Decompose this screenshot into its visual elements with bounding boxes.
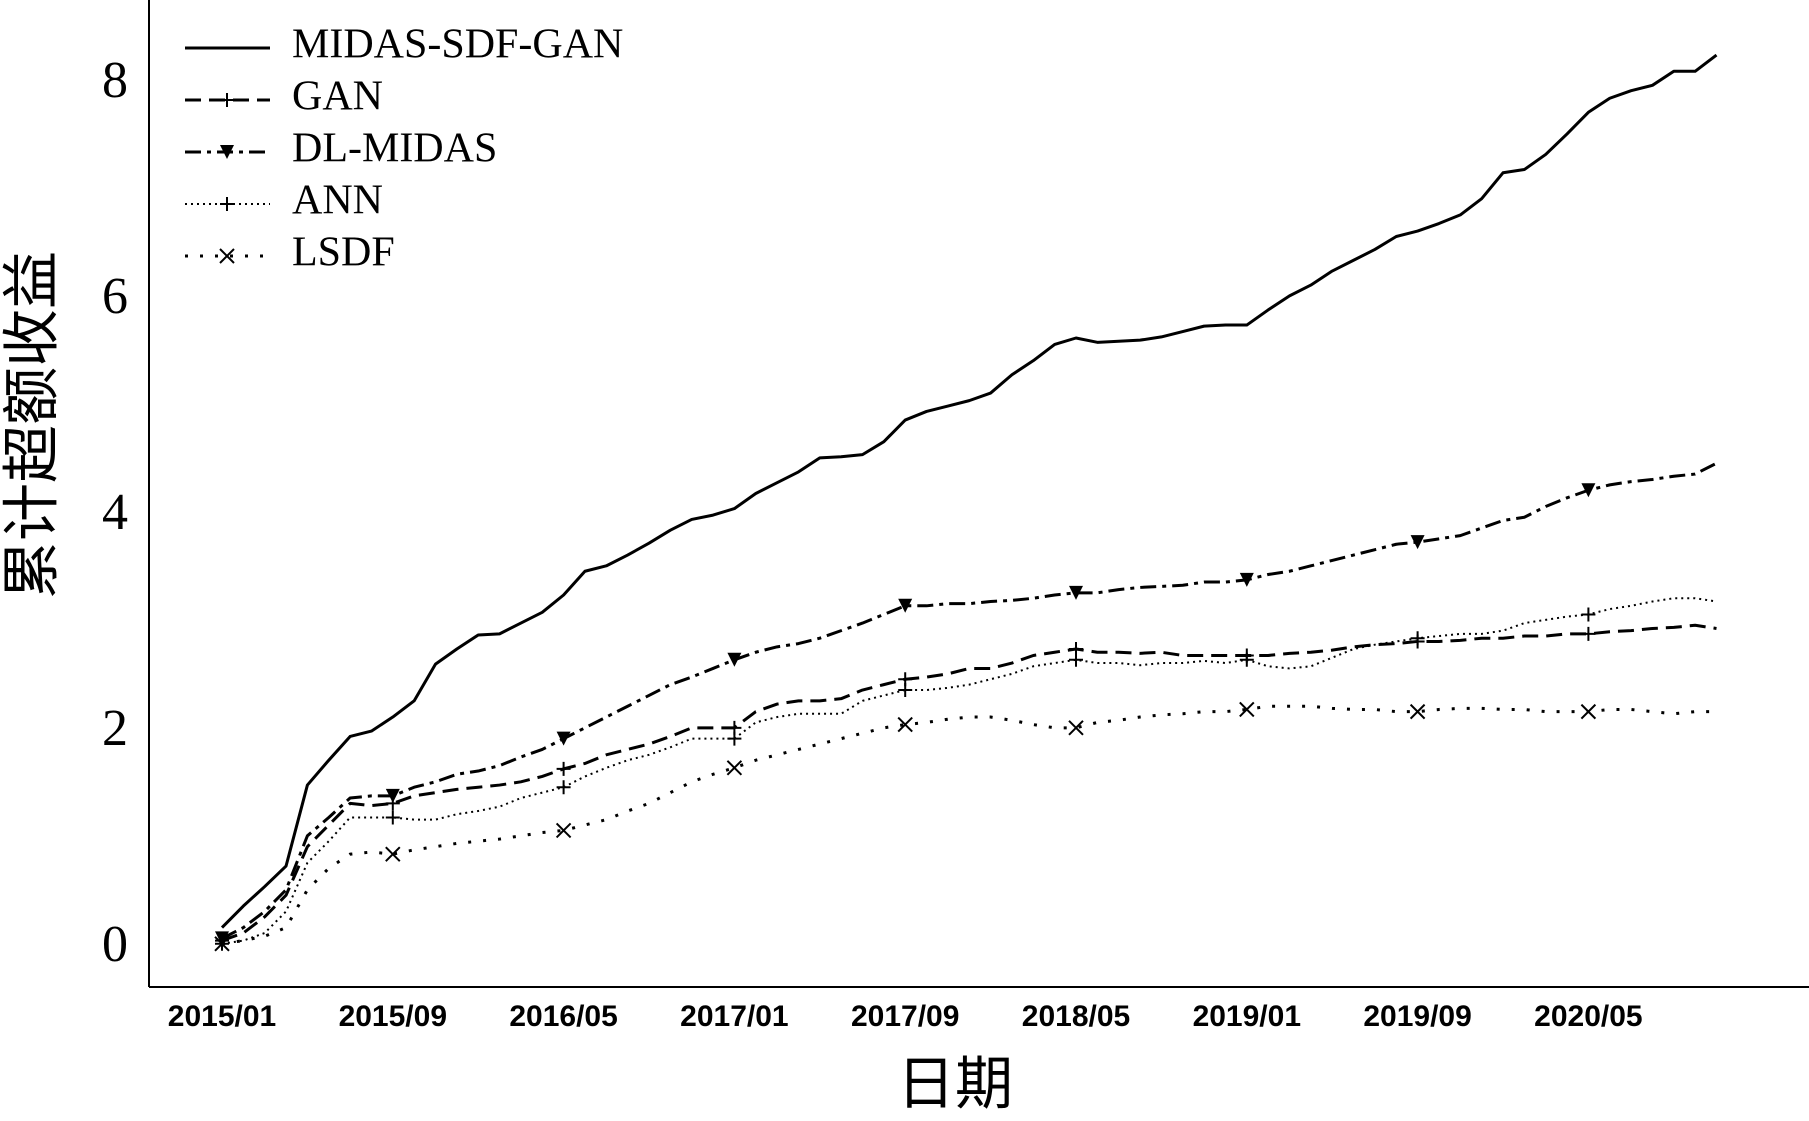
y-tick-label: 4 xyxy=(102,484,128,541)
marker xyxy=(555,822,572,839)
x-tick-label: 2015/09 xyxy=(339,1000,447,1033)
x-tick-label: 2016/05 xyxy=(509,1000,617,1033)
x-tick-label: 2018/05 xyxy=(1022,1000,1130,1033)
x-tick-label: 2019/01 xyxy=(1193,1000,1301,1033)
marker xyxy=(898,683,913,698)
x-tick-label: 2017/01 xyxy=(680,1000,788,1033)
x-tick-label: 2019/09 xyxy=(1363,1000,1471,1033)
series-line xyxy=(221,704,1717,946)
marker xyxy=(1068,720,1084,736)
legend-label: DL-MIDAS xyxy=(292,126,497,172)
marker xyxy=(214,936,230,952)
marker xyxy=(1581,483,1596,498)
y-axis-label: 累计超额收益 xyxy=(0,251,64,599)
y-tick-label: 0 xyxy=(102,916,128,973)
marker xyxy=(1581,607,1596,622)
series-line xyxy=(220,53,1718,929)
marker xyxy=(726,760,743,776)
marker xyxy=(1239,572,1254,587)
y-tick-label: 8 xyxy=(102,52,128,109)
series-line xyxy=(221,461,1718,940)
x-tick-label: 2020/05 xyxy=(1534,1000,1642,1033)
marker xyxy=(385,810,400,825)
marker xyxy=(556,780,571,795)
x-tick-label: 2017/09 xyxy=(851,1000,959,1033)
legend-marker xyxy=(220,145,234,159)
marker xyxy=(897,716,913,733)
series-line xyxy=(221,597,1717,945)
y-tick-label: 2 xyxy=(102,700,128,757)
legend-label: MIDAS-SDF-GAN xyxy=(292,22,623,68)
legend-marker xyxy=(220,93,234,107)
marker xyxy=(1581,626,1596,641)
marker xyxy=(1580,703,1597,720)
marker xyxy=(385,846,401,862)
marker xyxy=(1239,652,1254,667)
legend-marker xyxy=(219,248,235,264)
x-tick-label: 2015/01 xyxy=(168,1000,276,1033)
series-line xyxy=(221,623,1717,942)
x-axis-label: 日期 xyxy=(897,1051,1013,1116)
marker xyxy=(1069,652,1083,667)
marker xyxy=(727,652,742,667)
legend-label: GAN xyxy=(292,74,383,120)
marker xyxy=(1069,585,1083,600)
marker xyxy=(1409,703,1426,720)
marker xyxy=(385,788,400,803)
marker xyxy=(556,761,571,776)
legend-marker xyxy=(220,197,234,211)
marker xyxy=(898,598,913,613)
y-tick-label: 6 xyxy=(102,268,128,325)
marker xyxy=(556,731,571,746)
marker xyxy=(727,731,742,746)
legend-label: ANN xyxy=(292,178,383,224)
marker xyxy=(1239,701,1255,718)
legend-label: LSDF xyxy=(292,230,395,276)
marker xyxy=(1410,535,1425,550)
marker xyxy=(1410,631,1425,646)
